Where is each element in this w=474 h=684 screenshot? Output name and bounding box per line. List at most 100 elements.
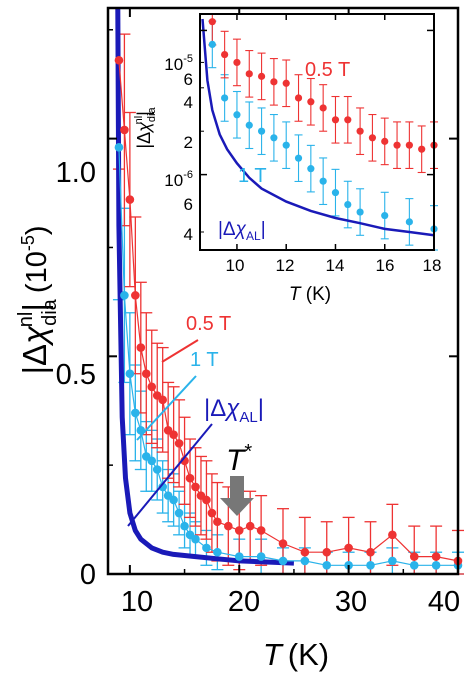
data-point <box>300 556 310 566</box>
data-point <box>114 143 124 152</box>
data-point <box>202 543 211 553</box>
inset-data-point <box>381 137 389 145</box>
data-point <box>213 517 222 527</box>
data-point <box>224 521 233 531</box>
data-point <box>366 547 375 557</box>
main-x-tick-label: 10 <box>121 586 153 618</box>
data-point <box>366 560 375 570</box>
inset-data-point <box>221 50 229 59</box>
inset-data-point <box>282 79 290 87</box>
inset-data-point <box>245 121 253 129</box>
main-chart: 0 0.5 1.0 10 20 30 40 T (K) |Δχdianl|(10-… <box>15 6 464 672</box>
data-point <box>256 526 266 535</box>
inset-data-point <box>307 165 315 173</box>
inset-data-point <box>344 116 352 124</box>
data-point <box>114 55 124 65</box>
inset-data-point <box>331 189 340 197</box>
data-point <box>213 547 222 557</box>
inset-data-point <box>233 111 241 119</box>
inset-data-point <box>221 94 229 102</box>
inset-ticks <box>200 14 435 250</box>
inset-chart: 10 12 14 16 18 T (K) 10-5 6 4 2 10-6 6 4… <box>133 13 441 305</box>
inset-al-line <box>201 18 435 237</box>
data-point <box>234 552 244 561</box>
data-point <box>256 552 266 561</box>
data-point <box>388 530 397 540</box>
inset-data-point <box>381 211 389 220</box>
label-0.5T: 0.5 T <box>186 313 231 335</box>
data-point <box>169 430 178 439</box>
inset-data-point <box>257 72 266 80</box>
data-point <box>147 382 157 392</box>
data-point <box>191 482 200 492</box>
svg-text:|Δχdianl|(10-5): |Δχdianl|(10-5) <box>15 225 61 374</box>
data-point <box>131 291 140 300</box>
inset-data-point <box>356 127 364 135</box>
data-point <box>322 547 332 557</box>
data-point <box>120 291 129 300</box>
inset-data-point <box>294 94 303 102</box>
inset-data-point <box>233 58 241 67</box>
inset-y-tick-label: 4 <box>184 93 193 112</box>
inset-data-point <box>405 218 413 226</box>
inset-data-point <box>257 127 266 135</box>
data-point <box>141 369 151 379</box>
inset-label-AL: |ΔχAL| <box>218 219 266 243</box>
inset-data-point <box>331 116 340 124</box>
main-x-tick-label: 30 <box>335 586 367 618</box>
data-point <box>185 473 195 483</box>
data-point <box>431 560 441 570</box>
inset-plot-frame <box>199 13 435 251</box>
main-al-curve <box>115 7 295 566</box>
inset-data-point <box>344 200 352 209</box>
data-point <box>120 125 129 135</box>
inset-data-point <box>282 141 290 149</box>
data-point <box>431 552 441 561</box>
inset-label-0.5T: 0.5 T <box>305 59 350 81</box>
data-point <box>322 560 332 570</box>
data-point <box>158 395 167 405</box>
data-point <box>174 508 184 518</box>
main-x-tick-label: 40 <box>428 586 460 618</box>
main-data-points <box>114 55 463 570</box>
inset-x-tick-label: 10 <box>226 256 245 275</box>
data-point <box>147 456 157 466</box>
pointer-0.5T <box>161 339 199 363</box>
data-point <box>278 539 288 548</box>
main-y-axis-label: |Δχdianl|(10-5) <box>15 225 61 374</box>
inset-data-point <box>405 141 413 149</box>
data-point <box>158 482 167 492</box>
data-point <box>409 560 419 570</box>
inset-data-point <box>270 134 278 142</box>
inset-y-axis-label: |Δχdianl| <box>133 107 158 149</box>
inset-x-tick-label: 16 <box>376 256 395 275</box>
inset-data-point <box>294 154 303 162</box>
main-x-axis-label: T (K) <box>263 637 329 672</box>
main-y-tick-label: 1.0 <box>56 157 96 189</box>
main-plot-frame <box>106 6 460 576</box>
data-point <box>278 556 288 566</box>
inset-data-point <box>319 104 327 112</box>
label-AL: |ΔχAL| <box>204 395 264 426</box>
main-x-tick-label: 20 <box>228 586 260 618</box>
inset-data-point <box>208 40 216 49</box>
data-point <box>180 521 189 531</box>
data-point <box>131 408 140 418</box>
label-1T: 1 T <box>190 349 219 371</box>
data-point <box>169 495 178 505</box>
inset-data-point <box>307 98 315 106</box>
inset-x-tick-label: 14 <box>326 256 345 275</box>
data-point <box>136 343 146 352</box>
inset-data-point <box>356 208 364 216</box>
pointer-1T <box>136 375 197 441</box>
inset-y-tick-label: 6 <box>184 195 193 214</box>
data-point <box>207 508 217 518</box>
data-point <box>344 543 353 553</box>
inset-data-point <box>208 18 216 26</box>
main-y-tick-label: 0.5 <box>56 359 96 391</box>
inset-y-tick-label: 6 <box>184 70 193 89</box>
inset-al-curve <box>201 18 435 237</box>
data-point <box>125 195 135 204</box>
inset-y-tick-label: 2 <box>184 133 193 152</box>
